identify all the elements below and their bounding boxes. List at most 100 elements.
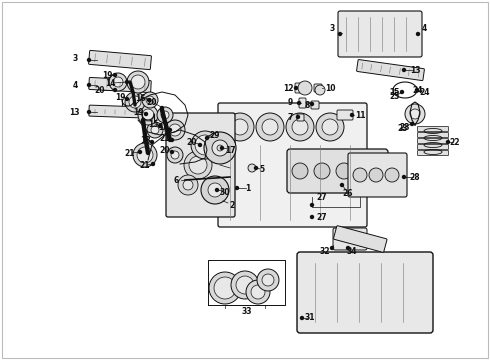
Text: 8: 8 (304, 100, 310, 109)
Circle shape (411, 122, 414, 126)
Point (129, 86, 135, 90)
Circle shape (350, 113, 353, 117)
FancyBboxPatch shape (89, 77, 151, 93)
Point (142, 86, 148, 90)
Point (406, 71, 412, 75)
Text: 21: 21 (125, 149, 135, 158)
Circle shape (236, 186, 239, 189)
Circle shape (217, 145, 223, 151)
Circle shape (201, 176, 229, 204)
Point (368, 65, 374, 69)
Circle shape (298, 81, 312, 95)
FancyBboxPatch shape (417, 144, 448, 149)
Text: 23: 23 (400, 122, 410, 131)
Text: 19: 19 (102, 71, 112, 80)
Point (117, 86, 123, 90)
Text: 16: 16 (135, 94, 145, 103)
Text: 27: 27 (317, 193, 327, 202)
Circle shape (402, 68, 406, 72)
FancyBboxPatch shape (297, 252, 433, 333)
Circle shape (183, 180, 193, 190)
Circle shape (171, 139, 173, 141)
Text: 34: 34 (347, 248, 357, 256)
Line: 2 pts: 2 pts (362, 63, 363, 69)
Line: 2 pts: 2 pts (408, 70, 409, 76)
Circle shape (151, 126, 159, 134)
Circle shape (416, 89, 418, 91)
Point (92, 62, 98, 66)
Point (104, 54, 110, 58)
Circle shape (214, 277, 236, 299)
Circle shape (137, 147, 153, 163)
Circle shape (127, 71, 149, 93)
Circle shape (191, 131, 219, 159)
Point (92, 54, 98, 58)
Text: 21: 21 (160, 134, 170, 143)
Circle shape (209, 272, 241, 304)
Circle shape (208, 183, 222, 197)
Point (92, 108, 98, 112)
Circle shape (205, 136, 209, 140)
Text: 27: 27 (317, 212, 327, 221)
Point (368, 71, 374, 75)
FancyBboxPatch shape (89, 50, 151, 69)
Circle shape (161, 111, 169, 119)
FancyBboxPatch shape (218, 103, 367, 227)
Circle shape (385, 168, 399, 182)
FancyBboxPatch shape (338, 11, 422, 57)
Point (129, 54, 135, 58)
Point (378, 71, 384, 75)
Point (397, 65, 403, 69)
Circle shape (158, 125, 162, 127)
Circle shape (125, 92, 145, 112)
Circle shape (369, 168, 383, 182)
Circle shape (165, 120, 185, 140)
FancyBboxPatch shape (287, 149, 388, 193)
Circle shape (184, 151, 212, 179)
Circle shape (171, 151, 179, 159)
Circle shape (150, 140, 153, 144)
Circle shape (189, 156, 207, 174)
Point (387, 71, 393, 75)
Circle shape (145, 112, 147, 116)
Point (142, 54, 148, 58)
Circle shape (125, 81, 128, 84)
Point (359, 65, 365, 69)
Circle shape (296, 116, 299, 118)
FancyBboxPatch shape (357, 60, 424, 81)
Line: 2 pts: 2 pts (95, 54, 96, 62)
Text: 33: 33 (242, 307, 252, 316)
Circle shape (157, 107, 173, 123)
Line: 2 pts: 2 pts (399, 68, 400, 75)
Point (122, 108, 128, 112)
Text: 19: 19 (133, 108, 143, 117)
Point (359, 71, 365, 75)
Circle shape (142, 109, 154, 121)
Point (92, 86, 98, 90)
Text: 3: 3 (73, 54, 77, 63)
Text: 30: 30 (220, 188, 230, 197)
Circle shape (109, 73, 127, 91)
FancyBboxPatch shape (417, 126, 448, 131)
Circle shape (257, 269, 279, 291)
Circle shape (346, 247, 349, 249)
Circle shape (204, 132, 236, 164)
Point (406, 65, 412, 69)
Line: 2 pts: 2 pts (120, 56, 121, 64)
Circle shape (341, 184, 343, 186)
Point (104, 80, 110, 84)
Text: 7: 7 (287, 112, 293, 122)
Circle shape (353, 168, 367, 182)
Circle shape (220, 199, 223, 202)
Circle shape (231, 271, 259, 299)
Circle shape (88, 111, 91, 113)
Circle shape (182, 172, 192, 182)
Circle shape (339, 32, 342, 36)
Circle shape (254, 166, 258, 170)
Text: 9: 9 (287, 98, 293, 107)
Circle shape (311, 203, 314, 207)
FancyBboxPatch shape (299, 98, 306, 108)
Circle shape (262, 119, 278, 135)
Circle shape (311, 216, 314, 219)
Circle shape (256, 113, 284, 141)
